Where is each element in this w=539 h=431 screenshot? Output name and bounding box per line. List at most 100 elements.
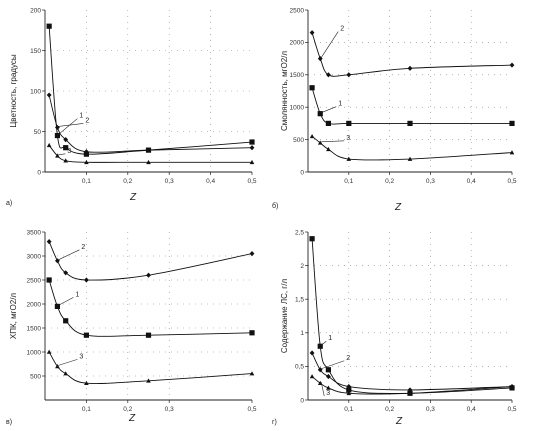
data-point	[326, 72, 331, 78]
annotation-leader	[58, 359, 78, 366]
series-1: 1	[46, 23, 255, 157]
series-annotation: 3	[326, 390, 330, 397]
series-annotation: 3	[67, 148, 71, 155]
y-tick-label: 2,5	[295, 229, 304, 236]
y-tick-label: 500	[293, 137, 304, 144]
data-point	[55, 153, 60, 158]
y-tick-label: 150	[30, 48, 41, 55]
series-annotation: 1	[338, 101, 342, 108]
series-3: 3	[46, 349, 255, 385]
data-point	[54, 303, 61, 309]
data-point	[346, 156, 352, 161]
annotation-leader	[320, 382, 325, 397]
grid	[308, 10, 512, 172]
y-tick-label: 2	[300, 263, 304, 270]
data-point	[249, 139, 255, 145]
x-tick-label: 0,1	[82, 178, 91, 185]
x-tick-label: 0,2	[123, 178, 132, 185]
annotation-leader	[321, 140, 345, 143]
y-tick-label: 2500	[27, 277, 42, 284]
series-line	[48, 279, 253, 337]
series-annotation: 1	[328, 335, 332, 342]
data-point	[146, 378, 151, 383]
data-point	[46, 92, 52, 98]
data-point	[63, 318, 69, 324]
data-point	[325, 120, 331, 126]
grid	[45, 232, 252, 400]
x-tick-label: 0,5	[507, 178, 516, 185]
data-point	[509, 62, 515, 68]
data-point	[407, 390, 413, 396]
data-point	[317, 343, 323, 349]
panel-label: г)	[272, 419, 277, 426]
x-tick-label: 0,3	[165, 178, 174, 185]
series-line	[48, 26, 253, 155]
data-point	[84, 380, 89, 385]
annotation-leader	[321, 106, 337, 113]
data-point	[317, 111, 323, 117]
data-point	[346, 387, 352, 393]
panel-label: в)	[6, 419, 12, 426]
annotation-leader	[321, 360, 345, 370]
data-point	[146, 147, 151, 153]
data-point	[146, 159, 151, 165]
x-tick-label: 0,2	[385, 406, 394, 413]
data-point	[509, 384, 515, 389]
y-axis-label: Смолянность, мгО2/л	[280, 51, 289, 131]
data-point	[509, 120, 515, 126]
series-annotation: 2	[340, 26, 344, 33]
y-tick-label: 500	[30, 373, 41, 380]
series-line	[311, 352, 513, 391]
y-tick-label: 3500	[27, 229, 42, 236]
y-tick-label: 0,5	[295, 364, 304, 371]
data-point	[46, 239, 52, 245]
x-tick-label: 0,1	[82, 406, 91, 413]
data-point	[317, 367, 323, 373]
data-point	[63, 270, 69, 276]
panel-label: а)	[6, 200, 12, 207]
data-point	[83, 332, 89, 338]
y-tick-label: 2500	[290, 7, 305, 14]
data-point	[407, 387, 413, 393]
x-tick-label: 0,3	[165, 406, 174, 413]
data-point	[46, 277, 52, 283]
y-tick-label: 0	[300, 169, 304, 176]
data-point	[249, 330, 255, 336]
data-point	[346, 72, 352, 78]
series-line	[48, 241, 253, 281]
x-tick-label: 0,3	[426, 178, 435, 185]
data-point	[84, 277, 89, 283]
data-point	[407, 156, 413, 161]
data-point	[326, 146, 331, 152]
x-tick-label: 0,5	[247, 406, 256, 413]
annotation-leader	[58, 123, 84, 127]
data-point	[309, 133, 315, 139]
x-tick-label: 0,4	[467, 178, 476, 185]
y-tick-label: 1500	[290, 72, 305, 79]
x-tick-label: 0,4	[206, 178, 215, 185]
data-point	[249, 159, 255, 165]
data-point	[309, 85, 315, 91]
annotation-leader	[58, 297, 74, 306]
y-tick-label: 0	[37, 169, 41, 176]
data-point	[46, 142, 52, 148]
x-axis-label: Z	[128, 413, 136, 424]
chart-panel-1: 0,1 0,2 0,3 0,4 0,5 0 50 100 150 200 Z Цветность, г…	[6, 7, 257, 207]
data-point	[249, 251, 255, 257]
data-point	[309, 236, 315, 242]
data-point	[326, 373, 331, 380]
series-2: 2	[46, 92, 255, 155]
data-point	[63, 145, 69, 151]
series-3: 3	[309, 374, 515, 397]
data-point	[509, 150, 515, 155]
annotation-leader	[58, 249, 80, 261]
series-line	[311, 238, 513, 394]
series-3: 3	[309, 133, 515, 161]
data-point	[249, 371, 255, 376]
x-tick-label: 0,2	[123, 406, 132, 413]
data-point	[55, 124, 60, 131]
data-point	[145, 332, 152, 338]
y-tick-label: 0	[300, 397, 304, 404]
data-point	[46, 23, 52, 29]
